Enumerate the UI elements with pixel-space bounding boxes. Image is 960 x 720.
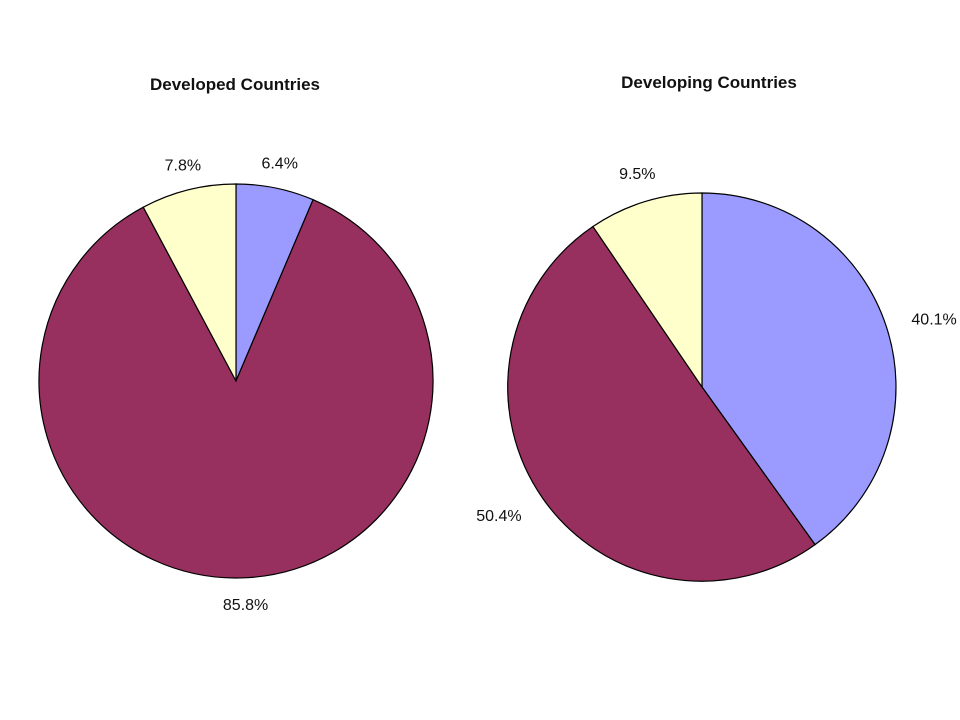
pie-slice [142,183,237,382]
slice-labels: 6.4% 85.8% 7.8% [165,156,298,614]
slice-label: 6.4% [261,156,297,173]
developing-countries-chart: Developing Countries 40.1% 50.4% 9.5% [476,73,957,582]
chart-title-developing: Developing Countries [621,73,797,92]
pie-slices [38,183,434,579]
pie-slices [507,192,897,582]
slice-label: 50.4% [476,508,521,525]
slice-labels: 40.1% 50.4% 9.5% [476,166,957,525]
slice-label: 9.5% [619,166,655,183]
pie-slice [701,192,897,546]
developed-countries-chart: Developed Countries 6.4% 85.8% 7.8% [38,75,434,614]
slice-label: 40.1% [911,311,956,328]
pie-slice [507,225,816,582]
chart-title-developed: Developed Countries [150,75,320,94]
pie-slice [38,198,434,579]
pie-slice [592,192,703,389]
slice-label: 85.8% [223,597,268,614]
slice-label: 7.8% [165,158,201,175]
